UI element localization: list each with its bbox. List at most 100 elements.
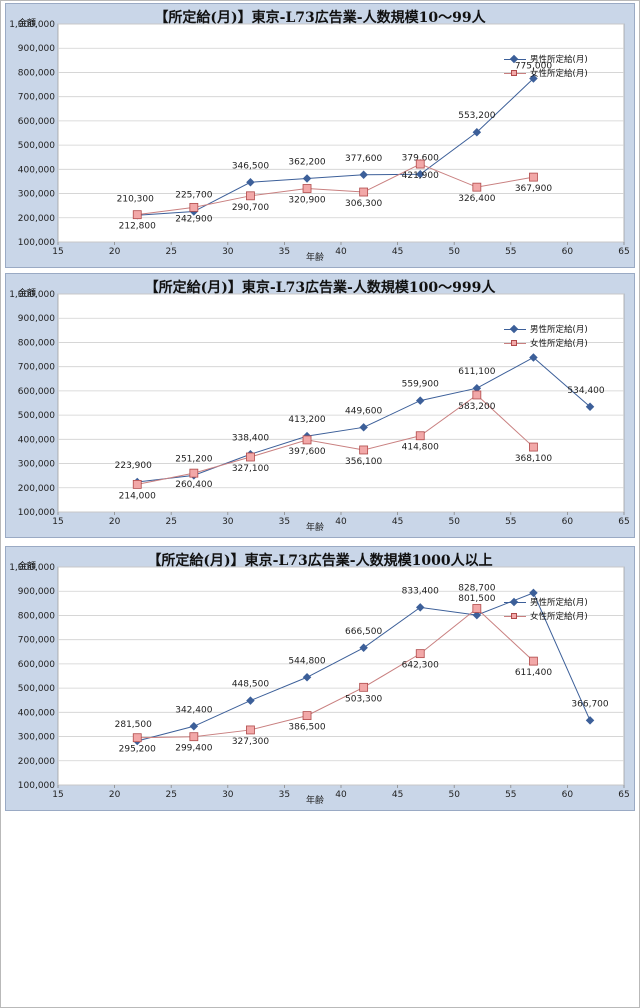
female-data-label: 421,900 (402, 171, 439, 181)
female-data-point (472, 182, 482, 192)
legend-item-female: 女性所定給(月) (504, 66, 588, 80)
legend-square-marker (511, 612, 517, 619)
female-data-label: 295,200 (119, 745, 156, 755)
x-tick-label: 40 (335, 517, 347, 527)
plot-area (57, 566, 625, 786)
female-data-label: 327,300 (232, 737, 269, 747)
x-tick-label: 60 (562, 517, 574, 527)
male-data-point (472, 383, 482, 393)
male-data-label: 251,200 (175, 454, 212, 464)
x-tick-label: 15 (52, 517, 63, 527)
female-data-label: 368,100 (515, 454, 552, 464)
female-data-point (529, 656, 538, 666)
x-tick-label: 55 (505, 247, 516, 257)
x-tick-label: 20 (109, 517, 121, 527)
y-tick-label: 600,000 (18, 660, 55, 670)
male-data-point (529, 353, 538, 362)
female-data-label: 326,400 (458, 194, 495, 204)
x-tick-label: 15 (52, 790, 63, 800)
x-axis-title: 年齢 (306, 251, 324, 263)
male-data-label: 833,400 (402, 586, 439, 596)
male-data-label: 413,200 (288, 415, 325, 425)
male-data-label: 210,300 (117, 194, 154, 204)
chart-title: 【所定給(月)】東京-L73広告業-人数規模1000人以上 (147, 553, 493, 569)
x-tick-label: 40 (335, 247, 347, 257)
female-data-label: 397,600 (288, 447, 325, 457)
female-data-label: 327,100 (232, 464, 269, 474)
y-tick-label: 200,000 (18, 484, 55, 494)
x-tick-label: 45 (392, 247, 403, 257)
female-data-label: 583,200 (458, 402, 495, 412)
legend-diamond-marker (509, 54, 519, 63)
male-data-label: 448,500 (232, 680, 269, 690)
chart-panel-1: 【所定給(月)】東京-L73広告業-人数規模10～99人金額＊H28年「厚労省賃… (5, 3, 635, 268)
female-series-line (137, 163, 534, 216)
female-data-label: 503,300 (345, 694, 382, 704)
female-data-label: 356,100 (345, 457, 382, 467)
legend-label: 女性所定給(月) (530, 612, 588, 622)
y-tick-label: 500,000 (18, 141, 55, 151)
chart-panel-2: 【所定給(月)】東京-L73広告業-人数規模100～999人金額＊H28年「厚労… (5, 273, 635, 538)
x-tick-label: 35 (279, 790, 290, 800)
male-data-label: 611,100 (458, 367, 495, 377)
male-data-point (359, 170, 368, 180)
x-tick-label: 60 (562, 247, 574, 257)
female-data-point (359, 187, 369, 197)
female-data-point (302, 184, 312, 193)
y-tick-label: 100,000 (18, 508, 55, 518)
y-tick-label: 100,000 (18, 781, 55, 791)
female-data-point (529, 172, 538, 182)
male-data-label: 346,500 (232, 161, 269, 171)
x-tick-label: 50 (448, 517, 460, 527)
male-data-point (302, 673, 312, 682)
legend-label: 女性所定給(月) (530, 339, 588, 349)
female-data-point (359, 682, 369, 692)
female-data-point (189, 202, 199, 212)
male-data-label: 666,500 (345, 627, 382, 637)
legend: 男性所定給(月) 女性所定給(月) (504, 595, 588, 623)
female-data-label: 299,400 (175, 744, 212, 754)
female-data-point (246, 725, 255, 735)
y-tick-label: 200,000 (18, 214, 55, 224)
male-data-label: 544,800 (288, 656, 325, 666)
female-data-label: 367,900 (515, 184, 552, 194)
y-tick-label: 600,000 (18, 387, 55, 397)
y-tick-label: 800,000 (18, 338, 55, 348)
y-tick-label: 1,000,000 (9, 290, 55, 300)
y-tick-label: 300,000 (18, 460, 55, 470)
male-data-label: 559,900 (402, 380, 439, 390)
x-tick-label: 30 (222, 247, 234, 257)
legend-line-swatch (504, 54, 526, 63)
female-data-point (302, 435, 312, 445)
male-data-label: 449,600 (345, 406, 382, 416)
male-data-label: 223,900 (115, 461, 152, 471)
male-data-point (246, 696, 255, 705)
legend-item-male: 男性所定給(月) (504, 595, 588, 609)
female-data-label: 260,400 (175, 480, 212, 490)
chart-panel-3: 【所定給(月)】東京-L73広告業-人数規模1000人以上金額＊H28年「厚労省… (5, 546, 635, 811)
x-tick-label: 30 (222, 790, 234, 800)
legend-item-male: 男性所定給(月) (504, 52, 588, 66)
female-data-label: 611,400 (515, 668, 552, 678)
x-axis-title: 年齢 (306, 521, 324, 533)
female-data-point (415, 159, 425, 169)
female-data-label: 242,900 (175, 214, 212, 224)
x-tick-label: 50 (448, 790, 460, 800)
female-data-point (246, 191, 255, 201)
x-tick-label: 40 (335, 790, 347, 800)
x-tick-label: 60 (562, 790, 574, 800)
chart-title: 【所定給(月)】東京-L73広告業-人数規模10～99人 (154, 10, 486, 26)
y-axis-unit-label: 金額 (18, 289, 37, 299)
legend-diamond-marker (509, 324, 519, 333)
y-axis-unit-label: 金額 (18, 562, 37, 572)
legend-line-swatch (504, 69, 526, 76)
legend: 男性所定給(月) 女性所定給(月) (504, 322, 588, 350)
x-tick-label: 55 (505, 517, 516, 527)
female-data-label: 320,900 (288, 195, 325, 205)
male-series-line (137, 78, 534, 216)
female-data-label: 306,300 (345, 199, 382, 209)
x-tick-label: 20 (109, 247, 121, 257)
female-data-label: 414,800 (402, 443, 439, 453)
x-tick-label: 65 (618, 247, 629, 257)
x-tick-label: 20 (109, 790, 121, 800)
